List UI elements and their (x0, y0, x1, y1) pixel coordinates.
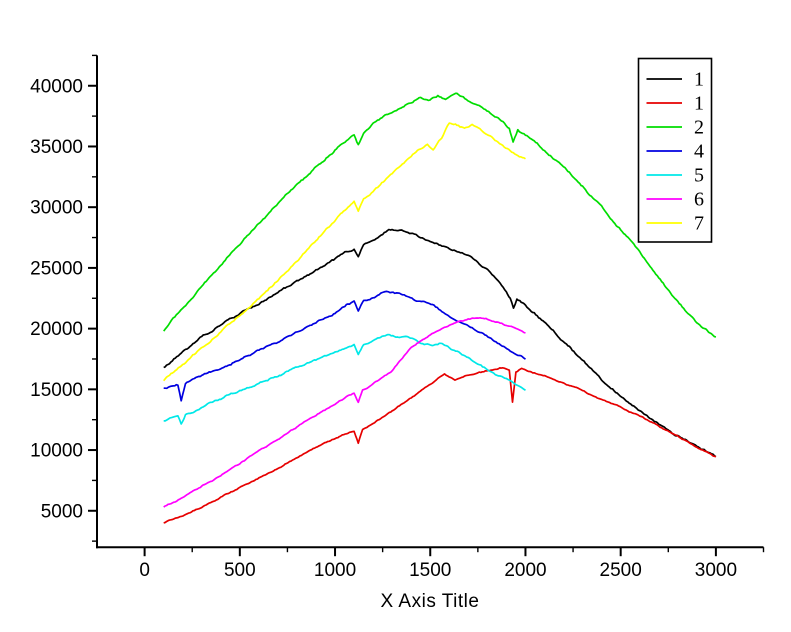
y-tick-label: 5000 (41, 501, 83, 522)
y-tick-label: 40000 (30, 76, 83, 97)
legend-entry: 1 (646, 69, 704, 91)
legend-entry: 2 (646, 117, 704, 139)
series-line-3-4 (163, 290, 526, 402)
y-tick-label: 35000 (30, 137, 83, 158)
x-tick-label: 1500 (409, 560, 451, 581)
legend-label: 1 (694, 69, 704, 91)
series-line-5-6 (163, 316, 526, 508)
series-line-4-5 (163, 333, 526, 425)
legend-label: 5 (694, 165, 704, 187)
legend-label: 1 (694, 93, 704, 115)
x-axis-title: X Axis Title (380, 591, 480, 612)
series-line-6-7 (163, 122, 526, 382)
series-line-1-1 (163, 366, 717, 524)
y-tick-label: 30000 (30, 198, 83, 219)
y-tick-label: 10000 (30, 441, 83, 462)
legend-entry: 7 (646, 213, 704, 235)
x-tick-label: 2000 (504, 560, 546, 581)
x-tick-label: 500 (224, 560, 256, 581)
legend-entry: 4 (646, 141, 704, 163)
legend-label: 6 (694, 189, 704, 211)
legend-entry: 1 (646, 93, 704, 115)
legend-entry: 5 (646, 165, 704, 187)
legend-label: 4 (694, 141, 704, 163)
series-line-0-1 (163, 228, 717, 458)
x-tick-label: 0 (139, 560, 150, 581)
x-tick-label: 1000 (314, 560, 356, 581)
y-tick-label: 20000 (30, 319, 83, 340)
y-tick-label: 15000 (30, 380, 83, 401)
legend-label: 7 (694, 213, 704, 235)
y-tick-label: 25000 (30, 258, 83, 279)
x-tick-label: 3000 (695, 560, 737, 581)
legend-label: 2 (694, 117, 704, 139)
series-line-2-2 (163, 92, 717, 338)
legend-entry: 6 (646, 189, 704, 211)
x-tick-label: 2500 (600, 560, 642, 581)
